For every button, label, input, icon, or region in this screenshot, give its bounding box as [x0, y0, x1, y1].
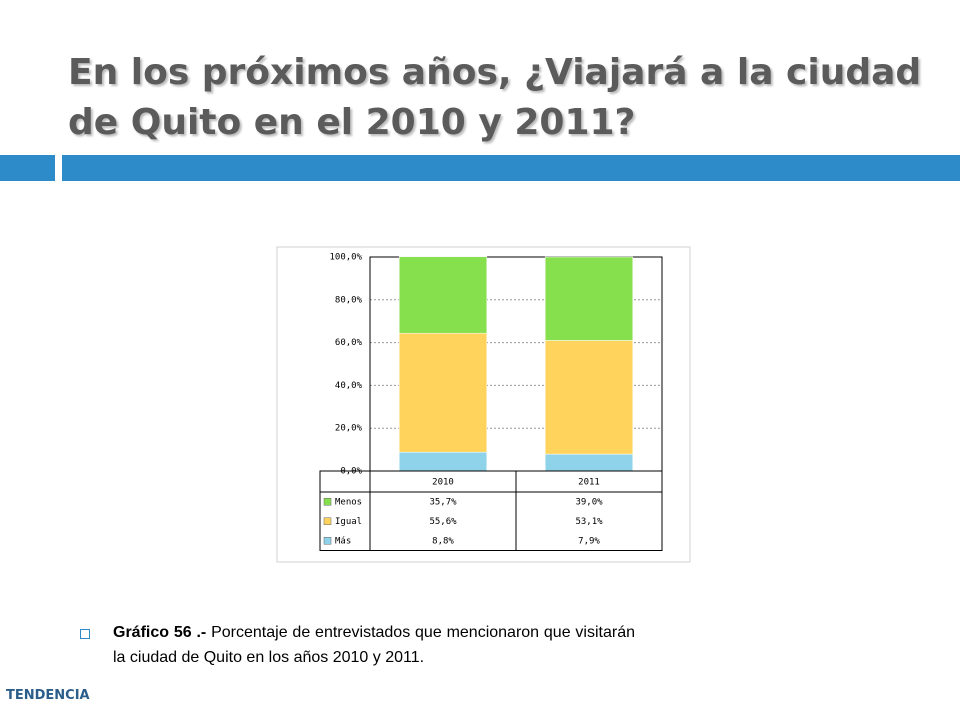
value-label: 55,6%	[429, 517, 457, 527]
y-tick-label: 60,0%	[335, 338, 363, 348]
accent-bar	[62, 155, 960, 181]
accent-bar	[0, 155, 55, 181]
bar-segment	[544, 453, 634, 472]
table-frame	[319, 470, 663, 551]
value-label: 53,1%	[575, 517, 603, 527]
legend-label: Menos	[335, 497, 362, 507]
legend-swatch	[323, 537, 332, 545]
caption-label: Gráfico 56 .-	[113, 624, 207, 641]
value-label: 39,0%	[575, 497, 603, 507]
x-tick-label: 2010	[432, 478, 454, 488]
caption-text: Porcentaje de entrevistados que menciona…	[113, 624, 636, 666]
logo: TENDENCIA	[6, 688, 90, 703]
slide-title: En los próximos años, ¿Viajará a la ciud…	[68, 52, 922, 143]
bullet	[80, 629, 90, 639]
x-tick-label: 2011	[578, 478, 600, 488]
bar-segment	[398, 256, 488, 334]
legend-swatch	[323, 498, 332, 506]
legend-label: Igual	[335, 517, 362, 527]
value-label: 7,9%	[578, 536, 600, 546]
legend-swatch	[323, 517, 332, 525]
bar-segment	[544, 256, 634, 341]
caption: Gráfico 56 .- Porcentaje de entrevistado…	[113, 620, 635, 670]
y-tick-label: 80,0%	[335, 295, 363, 305]
y-tick-label: 100,0%	[329, 253, 362, 263]
bar-segment	[398, 332, 488, 453]
value-label: 8,8%	[432, 536, 454, 546]
bar-segment	[398, 451, 488, 472]
y-tick-label: 20,0%	[335, 424, 363, 434]
y-tick-label: 40,0%	[335, 381, 363, 391]
value-label: 35,7%	[429, 497, 457, 507]
legend-label: Más	[335, 536, 351, 546]
bar-segment	[544, 340, 634, 455]
